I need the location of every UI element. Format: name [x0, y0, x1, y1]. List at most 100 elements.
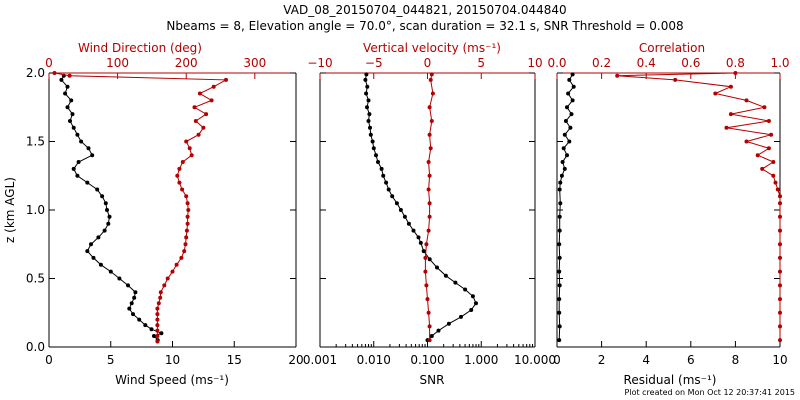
snr-point — [366, 98, 371, 103]
wind-speed-point — [75, 132, 80, 137]
correlation-point — [778, 338, 782, 343]
residual-point — [567, 139, 572, 144]
wind-direction-point — [209, 98, 214, 103]
residual-bottom-tick-label: 0 — [553, 353, 561, 367]
snr-point — [370, 139, 375, 144]
wind-direction-series-line — [54, 72, 228, 342]
wind-speed-point — [106, 221, 111, 226]
wind-speed-series-line — [60, 75, 163, 341]
wind-direction-point — [185, 221, 190, 226]
vertical-bottom-tick-label: 1.000 — [464, 353, 498, 367]
figure-subtitle: Nbeams = 8, Elevation angle = 70.0°, sca… — [166, 19, 683, 33]
correlation-point — [778, 214, 782, 219]
snr-point — [446, 321, 451, 326]
wind-direction-point — [170, 269, 175, 274]
plot-created-footer: Plot created on Mon Oct 12 20:37:41 2015 — [625, 388, 795, 397]
residual-point — [558, 180, 563, 185]
snr-point — [463, 287, 468, 292]
wind-direction-point — [193, 119, 198, 123]
vertical-top-tick-label: 10 — [527, 56, 542, 70]
snr-point — [406, 221, 411, 226]
correlation-point — [673, 77, 678, 82]
wind-speed-point — [65, 84, 70, 89]
residual-point — [570, 98, 575, 103]
snr-axis-label: SNR — [420, 373, 445, 387]
residual-point — [565, 153, 569, 158]
correlation-series-line — [617, 72, 781, 341]
residual-point — [567, 77, 572, 82]
snr-point — [398, 208, 403, 212]
wind-direction-point — [182, 249, 187, 254]
correlation-point — [766, 146, 771, 151]
wind-direction-point — [162, 283, 167, 288]
vertical-velocity-point — [424, 242, 429, 247]
height-axis-label: z (km AGL) — [3, 177, 17, 243]
wind-speed-point — [133, 290, 138, 295]
residual-top-tick-label: 0.2 — [592, 56, 611, 70]
snr-point — [421, 249, 426, 254]
y-tick-label: 1.5 — [26, 135, 45, 149]
residual-bottom-tick-label: 6 — [687, 353, 695, 367]
wind-speed-axis-label: Wind Speed (ms⁻¹) — [115, 373, 229, 387]
vertical-velocity-point — [427, 338, 432, 343]
snr-point — [390, 194, 395, 199]
snr-point — [453, 280, 458, 285]
wind-speed-point — [127, 306, 132, 311]
vertical-bottom-tick-label: 0.001 — [303, 353, 337, 367]
correlation-point — [713, 91, 718, 96]
snr-point — [374, 153, 378, 158]
residual-point — [566, 91, 571, 96]
wind-speed-point — [91, 255, 96, 260]
wind-direction-point — [184, 194, 189, 199]
vertical-bottom-tick-label: 0.010 — [357, 353, 391, 367]
wind-speed-point — [102, 228, 107, 233]
wind-speed-point — [76, 160, 81, 164]
wind-direction-point — [184, 235, 189, 240]
wind-speed-point — [69, 98, 74, 103]
wind-speed-point — [143, 323, 148, 328]
wind-direction-point — [211, 84, 216, 89]
wind-speed-point — [86, 146, 91, 151]
correlation-point — [778, 269, 782, 274]
snr-point — [435, 265, 439, 270]
vertical-top-tick-label: 0 — [424, 56, 432, 70]
wind-direction-point — [177, 180, 182, 185]
y-tick-label: 1.0 — [26, 203, 45, 217]
wind-direction-point — [67, 73, 72, 78]
correlation-point — [728, 112, 733, 117]
correlation-point — [766, 119, 771, 123]
wind-direction-point — [155, 328, 160, 333]
wind-direction-point — [179, 255, 184, 260]
wind-top-tick-label: 0 — [45, 56, 53, 70]
snr-series-line — [364, 74, 477, 341]
residual-point — [557, 297, 562, 302]
wind-bottom-tick-label: 0 — [45, 353, 53, 367]
wind-top-tick-label: 200 — [175, 56, 198, 70]
correlation-point — [771, 173, 776, 178]
wind-speed-point — [90, 153, 95, 158]
y-tick-label: 0.0 — [26, 340, 45, 354]
y-tick-label: 2.0 — [26, 66, 45, 80]
wind-speed-point — [79, 139, 84, 144]
snr-point — [366, 119, 371, 123]
snr-point — [474, 301, 478, 306]
snr-point — [364, 91, 369, 96]
wind-direction-point — [156, 301, 161, 306]
residual-point — [570, 72, 575, 77]
wind-direction-point — [201, 125, 206, 130]
residual-top-tick-label: 1.0 — [770, 56, 789, 70]
wind-direction-point — [155, 334, 160, 338]
residual-panel: Correlation Residual (ms⁻¹) 0 2 4 6 8 10 0.0 0.… — [547, 41, 789, 387]
snr-point — [368, 125, 372, 130]
wind-speed-point — [152, 334, 156, 338]
residual-top-tick-label: 0.8 — [726, 56, 745, 70]
wind-direction-point — [177, 166, 182, 171]
residual-bottom-tick-label: 2 — [598, 353, 606, 367]
wind-speed-point — [70, 112, 75, 117]
wind-direction-point — [155, 312, 160, 317]
correlation-axis-label: Correlation — [639, 41, 705, 55]
correlation-point — [769, 132, 774, 137]
wind-direction-point — [186, 208, 191, 212]
residual-point — [563, 119, 568, 123]
